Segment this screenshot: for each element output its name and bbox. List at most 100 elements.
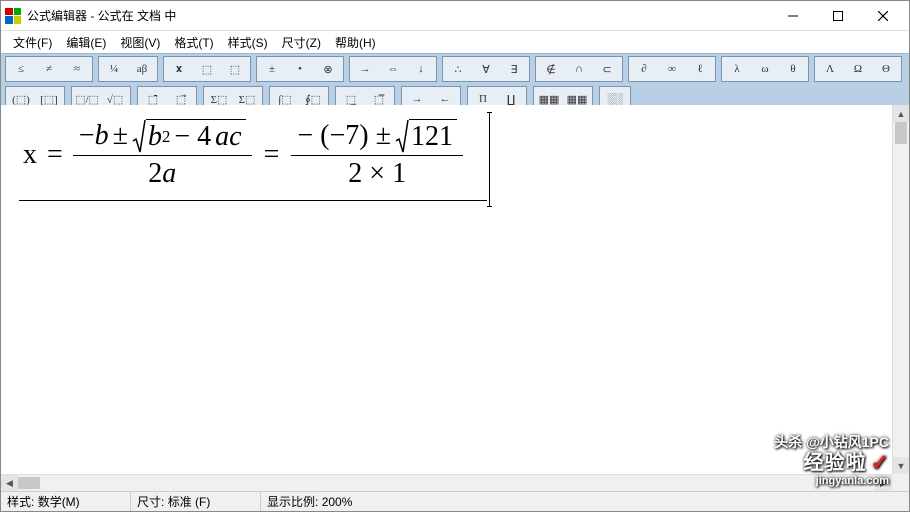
menu-view[interactable]: 视图(V) [114, 32, 166, 53]
scroll-up-arrow-icon[interactable]: ▲ [893, 105, 909, 122]
tool-button[interactable]: ≠ [35, 58, 63, 80]
eq-frac1-denominator: 2 a [142, 156, 182, 192]
menu-file[interactable]: 文件(F) [7, 32, 58, 53]
tool-group: ∉∩⊂ [535, 56, 623, 82]
eq-frac2-prefix: − (−7) ± [297, 120, 395, 152]
tool-group: ≤≠≈ [5, 56, 93, 82]
tool-button[interactable]: • [286, 58, 314, 80]
status-style-value: 数学(M) [38, 493, 80, 510]
tool-button[interactable]: ↓ [407, 58, 435, 80]
eq-sqrt-exp: 2 [162, 127, 170, 147]
eq-fraction-2: − (−7) ± 121 2 × 1 [291, 117, 463, 192]
status-zoom-value: 200% [322, 495, 353, 509]
tool-button[interactable]: ⇔ [379, 58, 407, 80]
tool-group: →⇔↓ [349, 56, 437, 82]
tool-button[interactable]: λ [723, 58, 751, 80]
scroll-thumb-h[interactable] [18, 477, 40, 489]
eq-lhs-var: x [19, 139, 41, 171]
eq-neg-sign: − [79, 120, 95, 152]
menu-format[interactable]: 格式(T) [168, 32, 219, 53]
eq-sqrt-2: 121 [395, 119, 457, 153]
menu-edit[interactable]: 编辑(E) [60, 32, 112, 53]
eq-sqrt-minus4: − 4 [170, 121, 215, 153]
tool-group: λωθ [721, 56, 809, 82]
tool-button[interactable]: ∃ [500, 58, 528, 80]
tool-group: 𝐱⬚⬚ [163, 56, 251, 82]
tool-button[interactable]: ≈ [63, 58, 91, 80]
vertical-scrollbar[interactable]: ▲ ▼ [892, 105, 909, 474]
tool-button[interactable]: Λ [816, 58, 844, 80]
tool-button[interactable]: ± [258, 58, 286, 80]
tool-button[interactable]: ⊗ [314, 58, 342, 80]
tool-button[interactable]: ¼ [100, 58, 128, 80]
tool-button[interactable]: ∉ [537, 58, 565, 80]
status-style[interactable]: 样式: 数学(M) [1, 492, 131, 511]
status-zoom[interactable]: 显示比例: 200% [261, 492, 909, 511]
tool-button[interactable]: ⊂ [593, 58, 621, 80]
content-area: x = − b ± b2 − 4 a c [1, 105, 909, 491]
scroll-corner [892, 474, 909, 491]
eq-sqrt-1: b2 − 4 a c [132, 119, 246, 153]
tool-button[interactable]: 𝐱 [165, 58, 193, 80]
tool-group: ¼aβ [98, 56, 158, 82]
watermark-brand: 经验啦 [804, 452, 867, 474]
eq-var-b: b [95, 120, 109, 152]
tool-button[interactable]: ∂ [630, 58, 658, 80]
tool-group: ∴∀∃ [442, 56, 530, 82]
eq-sign-1: = [41, 139, 69, 171]
tool-group: ΛΩΘ [814, 56, 902, 82]
tool-button[interactable]: ∴ [444, 58, 472, 80]
tool-group: ∂∞ℓ [628, 56, 716, 82]
menubar: 文件(F) 编辑(E) 视图(V) 格式(T) 样式(S) 尺寸(Z) 帮助(H… [1, 31, 909, 53]
status-size-label: 尺寸: [137, 493, 164, 510]
tool-button[interactable]: Θ [872, 58, 900, 80]
tool-button[interactable]: ∞ [658, 58, 686, 80]
maximize-button[interactable] [815, 2, 860, 30]
eq-den1-a: a [162, 158, 176, 190]
toolbar-row-1: ≤≠≈¼aβ𝐱⬚⬚±•⊗→⇔↓∴∀∃∉∩⊂∂∞ℓλωθΛΩΘ [1, 54, 909, 84]
watermark-site: jingyanla.com [816, 475, 889, 487]
menu-style[interactable]: 样式(S) [222, 32, 274, 53]
tool-button[interactable]: ∩ [565, 58, 593, 80]
horizontal-scrollbar[interactable]: ◀ ▶ [1, 474, 892, 491]
eq-sqrt-b: b [148, 121, 162, 153]
status-style-label: 样式: [7, 493, 34, 510]
eq-fraction-1: − b ± b2 − 4 a c 2 [73, 117, 252, 192]
statusbar: 样式: 数学(M) 尺寸: 标准 (F) 显示比例: 200% [1, 491, 909, 511]
tool-button[interactable]: aβ [128, 58, 156, 80]
scroll-thumb-v[interactable] [895, 122, 907, 144]
eq-sqrt-c: c [229, 121, 241, 153]
status-size[interactable]: 尺寸: 标准 (F) [131, 492, 261, 511]
tool-button[interactable]: → [351, 58, 379, 80]
tool-button[interactable]: ≤ [7, 58, 35, 80]
eq-sign-2: = [256, 139, 288, 171]
checkmark-icon: ✓ [871, 451, 889, 475]
tool-button[interactable]: ℓ [686, 58, 714, 80]
tool-button[interactable]: ⬚ [221, 58, 249, 80]
sqrt-icon [395, 119, 409, 153]
window-controls [770, 2, 905, 30]
tool-button[interactable]: Ω [844, 58, 872, 80]
titlebar: 公式编辑器 - 公式在 文档 中 [1, 1, 909, 31]
tool-button[interactable]: ω [751, 58, 779, 80]
tool-group: ±•⊗ [256, 56, 344, 82]
scroll-left-arrow-icon[interactable]: ◀ [1, 475, 18, 491]
eq-frac1-numerator: − b ± b2 − 4 a c [73, 117, 252, 155]
tool-button[interactable]: ∀ [472, 58, 500, 80]
eq-frac2-denominator: 2 × 1 [342, 156, 412, 192]
close-button[interactable] [860, 2, 905, 30]
status-size-value: 标准 (F) [168, 493, 211, 510]
minimize-button[interactable] [770, 2, 815, 30]
scroll-down-arrow-icon[interactable]: ▼ [893, 457, 909, 474]
menu-size[interactable]: 尺寸(Z) [276, 32, 327, 53]
watermark: 头杀 @小钻风1PC 经验啦 ✓ jingyanla.com [774, 435, 889, 487]
eq-sqrt2-body: 121 [409, 119, 457, 153]
status-zoom-label: 显示比例: [267, 493, 318, 510]
menu-help[interactable]: 帮助(H) [329, 32, 382, 53]
equation-canvas[interactable]: x = − b ± b2 − 4 a c [1, 105, 892, 474]
tool-button[interactable]: θ [779, 58, 807, 80]
sqrt-icon [132, 119, 146, 153]
window-title: 公式编辑器 - 公式在 文档 中 [27, 7, 770, 24]
eq-frac2-numerator: − (−7) ± 121 [291, 117, 463, 155]
tool-button[interactable]: ⬚ [193, 58, 221, 80]
